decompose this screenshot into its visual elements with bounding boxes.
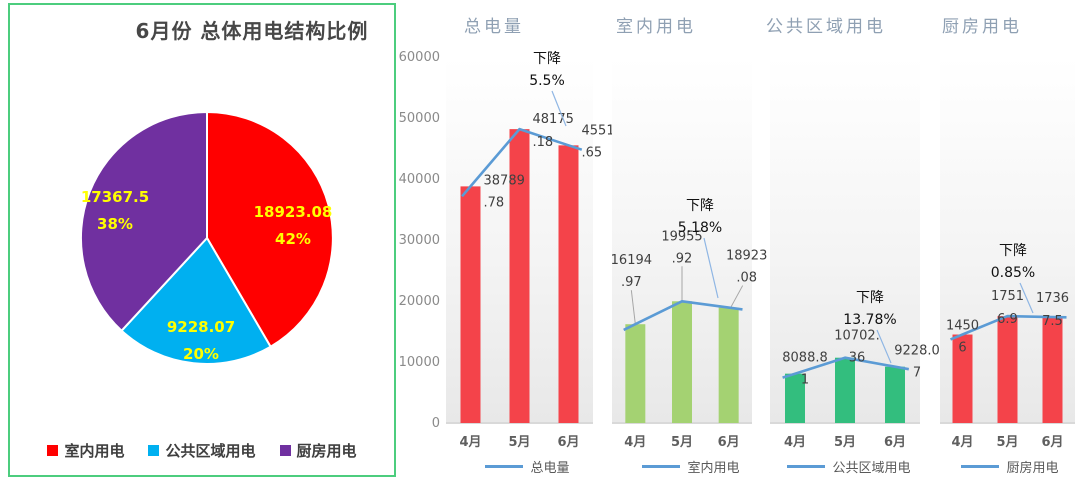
series-line: [623, 299, 743, 332]
bar-5月: [509, 129, 530, 423]
bar-value-label: 9228.0 7: [894, 344, 940, 381]
chart-title-indoor: 室内用电: [616, 17, 696, 37]
x-axis-label-6月: 6月: [557, 435, 579, 450]
bar-value-label: 10702. 36: [834, 329, 880, 366]
bar-value-label: 48175.18: [533, 112, 574, 150]
x-axis-label-5月: 5月: [996, 435, 1018, 450]
legend-label-total: 总电量: [530, 461, 570, 476]
x-axis-label-5月: 5月: [834, 435, 856, 450]
pie-chart-title: 6月份 总体用电结构比例: [135, 19, 369, 43]
legend-line-swatch: [642, 465, 681, 468]
pie-slice-label: 18923.08 42%: [254, 203, 333, 248]
y-axis-tick: 50000: [399, 111, 440, 126]
bar-5月: [997, 316, 1018, 423]
annotation-pointer-line: [703, 237, 719, 299]
legend-item-public-area: 公共区域用电: [148, 440, 256, 461]
x-axis-label-6月: 6月: [884, 435, 906, 450]
legend-item-indoor: 室内用电: [47, 440, 124, 461]
legend-swatch-kitchen: [279, 445, 291, 456]
chart-legend-indoor: 室内用电: [612, 457, 770, 476]
y-axis-tick: 0: [432, 416, 440, 431]
bar-6月: [718, 307, 739, 423]
legend-swatch-public-area: [148, 445, 160, 456]
bar-6月: [558, 145, 579, 423]
decline-annotation: 下降 13.78%: [843, 290, 896, 328]
chart-title-public-area: 公共区域用电: [766, 17, 886, 37]
bar-value-label: 38789.78: [484, 173, 525, 210]
bar-value-label: 16194.97: [611, 253, 652, 290]
annotation-pointer-line: [876, 329, 892, 364]
y-axis-tick: 20000: [399, 294, 440, 309]
panel-kitchen-electricity: 厨房用电 1450 6 1751 6.9 1736 7.5 下降 0.85% 4月 5月 6月 厨房…: [940, 0, 1080, 483]
pie-chart-panel: 18923.08 42% 9228.07 20% 17367.5 38% 6月份 总体用电…: [8, 3, 396, 477]
series-line: [782, 356, 910, 379]
bar-value-label: 1450 6: [946, 319, 979, 356]
y-axis-tick: 10000: [399, 355, 440, 370]
decline-annotation: 下降 5.18%: [678, 198, 722, 236]
panel-indoor-electricity: 室内用电 16194.97 19955.92 18923.08 下降 5.18% 4月 5月…: [611, 0, 770, 483]
label-leader-line: [630, 290, 636, 325]
bar-line-chart-total: 600005000040000300002000010000038789.784…: [399, 50, 623, 450]
bar-value-label: 1751 6.9: [991, 289, 1024, 327]
legend-label-public-area: 公共区域用电: [165, 442, 256, 460]
bar-value-label: 19955.92: [661, 229, 702, 266]
label-leader-line: [730, 285, 744, 308]
bar-value-label: 8088.8 1: [782, 351, 828, 388]
bar-6月: [1042, 317, 1063, 423]
bar-line-chart-kitchen: 1450 6 1751 6.9 1736 7.5下降 0.85% 4月 5月 6月: [940, 57, 1075, 450]
legend-label-kitchen-series: 厨房用电: [1006, 461, 1059, 476]
legend-line-swatch: [485, 465, 524, 468]
chart-legend-kitchen: 厨房用电: [940, 457, 1080, 476]
bar-6月: [885, 366, 905, 423]
x-axis-label-5月: 5月: [508, 435, 530, 450]
panel-total-electricity: 总电量 60000 50000 40000 30000 20000 10000 0 38789…: [399, 0, 623, 483]
pie-slice-label: 9228.07 20%: [167, 318, 235, 363]
x-axis-label-4月: 4月: [951, 435, 973, 450]
annotation-pointer-line: [1019, 282, 1034, 314]
bar-value-label: 1736 7.5: [1036, 291, 1069, 329]
decline-annotation: 下降 5.5%: [529, 51, 565, 89]
legend-line-swatch: [787, 465, 826, 468]
legend-item-kitchen: 厨房用电: [279, 440, 357, 461]
legend-label-public-area-series: 公共区域用电: [832, 461, 911, 476]
pie-slice-厨房用电: [79, 111, 208, 332]
legend-label-indoor: 室内用电: [64, 442, 125, 460]
y-axis-tick: 30000: [399, 233, 440, 248]
pie-slice-label: 17367.5 38%: [81, 188, 149, 233]
legend-line-swatch: [961, 465, 1000, 468]
annotation-pointer-line: [551, 90, 567, 127]
x-axis-label-6月: 6月: [718, 435, 740, 450]
series-line: [461, 127, 583, 198]
x-axis-label-4月: 4月: [459, 435, 481, 450]
legend-label-indoor-series: 室内用电: [687, 461, 740, 476]
bar-4月: [785, 373, 805, 423]
bar-4月: [625, 324, 646, 423]
chart-legend-public-area: 公共区域用电: [770, 457, 928, 476]
pie-legend: 室内用电 公共区域用电 厨房用电: [10, 440, 394, 461]
pie-chart: 18923.08 42% 9228.07 20% 17367.5 38%: [79, 111, 334, 365]
pie-slice-公共区域用电: [120, 237, 272, 365]
x-axis-label-4月: 4月: [784, 435, 806, 450]
chart-title-total: 总电量: [464, 17, 524, 37]
decline-annotation: 下降 0.85%: [991, 243, 1035, 281]
x-axis-label-6月: 6月: [1041, 435, 1063, 450]
legend-label-kitchen: 厨房用电: [296, 442, 357, 460]
y-axis-tick: 60000: [399, 50, 440, 65]
bar-5月: [835, 357, 855, 423]
x-axis-label-4月: 4月: [624, 435, 646, 450]
chart-title-kitchen: 厨房用电: [942, 17, 1022, 37]
panel-public-area-electricity: 公共区域用电 8088.8 1 10702. 36 9228.0 7 下降 13.78% 4月 5…: [766, 0, 940, 483]
series-line: [950, 314, 1067, 341]
legend-swatch-indoor: [47, 445, 59, 456]
pie-slice-室内用电: [206, 111, 334, 348]
bar-value-label: 18923.08: [726, 249, 767, 286]
bar-4月: [952, 334, 973, 423]
bar-4月: [460, 186, 481, 423]
y-axis-tick: 40000: [399, 172, 440, 187]
chart-legend-total: 总电量: [400, 457, 615, 476]
x-axis-label-5月: 5月: [671, 435, 693, 450]
bar-5月: [672, 301, 692, 423]
